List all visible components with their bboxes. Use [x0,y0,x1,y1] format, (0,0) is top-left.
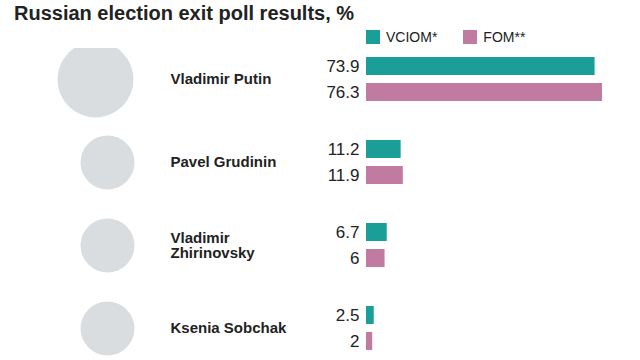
html-text:FOM**: FOM** [483,29,526,45]
html-text:Russian election exit poll res: Russian election exit poll results, % [14,2,355,24]
svg-text:Vladimir Putin: Vladimir Putin [171,70,272,87]
svg-text:76.3: 76.3 [326,83,359,102]
svg-text:11.2: 11.2 [328,140,360,159]
svg-text:2: 2 [350,332,359,351]
svg-text:VladimirZhirinovsky: VladimirZhirinovsky [171,229,256,261]
html-text:VCIOM*: VCIOM* [386,29,438,45]
svg-text:11.9: 11.9 [328,166,360,185]
svg-text:6: 6 [350,249,359,268]
svg-text:2.5: 2.5 [336,306,360,325]
svg-text:6.7: 6.7 [336,223,360,242]
svg-text:73.9: 73.9 [326,57,359,76]
svg-text:Pavel Grudinin: Pavel Grudinin [171,153,277,170]
svg-text:Ksenia Sobchak: Ksenia Sobchak [171,319,288,336]
